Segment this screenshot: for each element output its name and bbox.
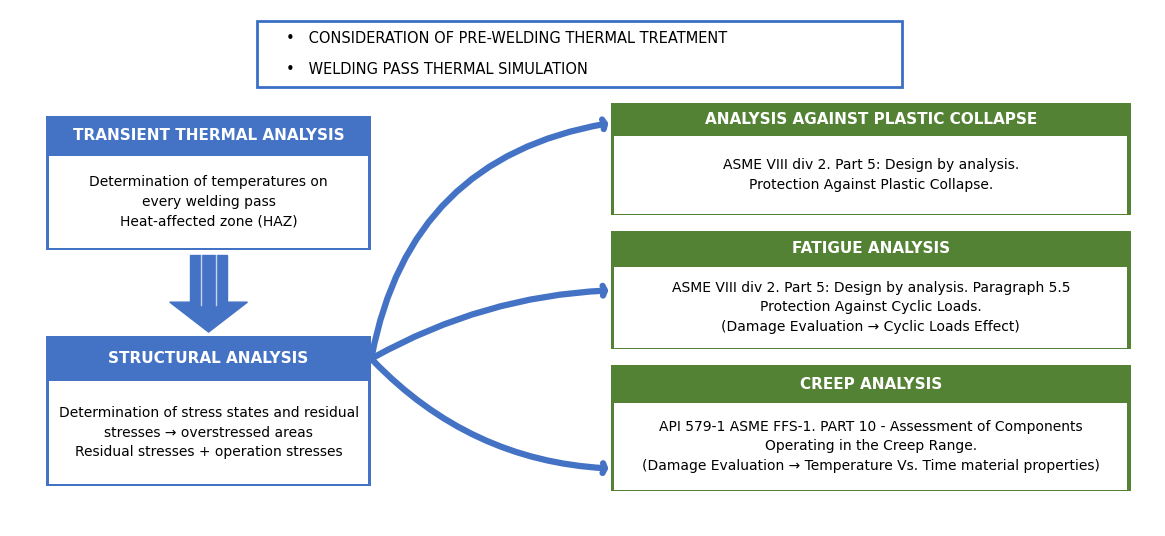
FancyBboxPatch shape bbox=[610, 231, 1130, 267]
Text: TRANSIENT THERMAL ANALYSIS: TRANSIENT THERMAL ANALYSIS bbox=[72, 128, 345, 143]
Polygon shape bbox=[170, 302, 247, 332]
FancyBboxPatch shape bbox=[610, 365, 1130, 403]
Text: ASME VIII div 2. Part 5: Design by analysis.
Protection Against Plastic Collapse: ASME VIII div 2. Part 5: Design by analy… bbox=[722, 159, 1019, 192]
FancyBboxPatch shape bbox=[610, 102, 1130, 215]
Text: ASME VIII div 2. Part 5: Design by analysis. Paragraph 5.5
Protection Against Cy: ASME VIII div 2. Part 5: Design by analy… bbox=[671, 281, 1069, 334]
FancyBboxPatch shape bbox=[45, 336, 372, 381]
Text: Determination of stress states and residual
stresses → overstressed areas
Residu: Determination of stress states and resid… bbox=[58, 406, 359, 459]
FancyBboxPatch shape bbox=[614, 137, 1127, 214]
FancyBboxPatch shape bbox=[45, 116, 372, 156]
FancyBboxPatch shape bbox=[45, 336, 372, 486]
FancyBboxPatch shape bbox=[49, 381, 368, 485]
Text: CREEP ANALYSIS: CREEP ANALYSIS bbox=[799, 377, 942, 392]
FancyBboxPatch shape bbox=[45, 116, 372, 250]
Text: API 579-1 ASME FFS-1. PART 10 - Assessment of Components
Operating in the Creep : API 579-1 ASME FFS-1. PART 10 - Assessme… bbox=[642, 420, 1100, 473]
FancyBboxPatch shape bbox=[610, 231, 1130, 349]
Text: ANALYSIS AGAINST PLASTIC COLLAPSE: ANALYSIS AGAINST PLASTIC COLLAPSE bbox=[705, 112, 1037, 127]
Polygon shape bbox=[190, 255, 227, 302]
Text: Determination of temperatures on
every welding pass
Heat-affected zone (HAZ): Determination of temperatures on every w… bbox=[90, 175, 327, 228]
Text: •   CONSIDERATION OF PRE-WELDING THERMAL TREATMENT: • CONSIDERATION OF PRE-WELDING THERMAL T… bbox=[285, 31, 727, 46]
FancyBboxPatch shape bbox=[610, 365, 1130, 491]
FancyBboxPatch shape bbox=[257, 21, 902, 87]
FancyBboxPatch shape bbox=[49, 156, 368, 248]
FancyBboxPatch shape bbox=[610, 102, 1130, 137]
Text: FATIGUE ANALYSIS: FATIGUE ANALYSIS bbox=[792, 241, 949, 256]
Text: •   WELDING PASS THERMAL SIMULATION: • WELDING PASS THERMAL SIMULATION bbox=[285, 62, 587, 77]
Text: STRUCTURAL ANALYSIS: STRUCTURAL ANALYSIS bbox=[108, 351, 309, 366]
FancyBboxPatch shape bbox=[614, 267, 1127, 348]
FancyBboxPatch shape bbox=[614, 403, 1127, 490]
